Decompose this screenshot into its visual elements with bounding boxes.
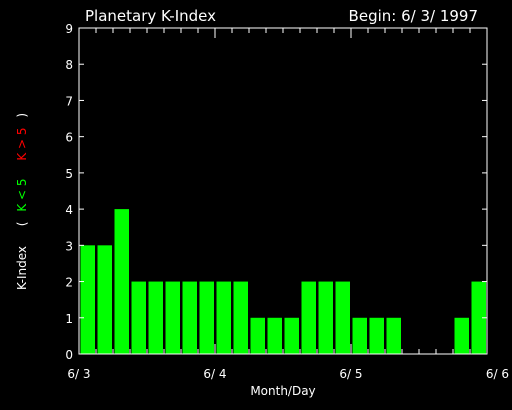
bars-group: [80, 209, 486, 354]
chart-title: Planetary K-Index: [85, 7, 216, 25]
bar-7: [199, 281, 214, 354]
bar-18: [386, 317, 401, 354]
bar-23: [471, 281, 486, 354]
bar-2: [114, 209, 129, 354]
bar-6: [182, 281, 197, 354]
bar-15: [335, 281, 350, 354]
axes-group: [78, 27, 488, 355]
bar-1: [97, 245, 112, 354]
y-tick-label-5: 5: [65, 167, 73, 181]
y-axis-label: K-Index ( K < 5 K > 5 ): [15, 113, 29, 290]
bar-12: [284, 317, 299, 354]
y-tick-label-9: 9: [65, 22, 73, 36]
y-tick-label-6: 6: [65, 131, 73, 145]
bar-17: [369, 317, 384, 354]
y-tick-label-3: 3: [65, 239, 73, 253]
bar-10: [250, 317, 265, 354]
y-tick-label-2: 2: [65, 276, 73, 290]
begin-date: Begin: 6/ 3/ 1997: [349, 7, 478, 25]
x-tick-label-3: 6/ 6: [486, 367, 509, 381]
y-axis-label-paren-open: (: [15, 222, 29, 227]
y-tick-label-7: 7: [65, 94, 73, 108]
y-axis-label-main: K-Index: [15, 246, 29, 290]
bar-8: [216, 281, 231, 354]
y-axis-label-low: K < 5: [15, 178, 29, 211]
y-tick-label-8: 8: [65, 58, 73, 72]
bar-22: [454, 317, 469, 354]
x-tick-label-0: 6/ 3: [67, 367, 90, 381]
x-axis-label: Month/Day: [250, 384, 315, 398]
y-tick-label-1: 1: [65, 312, 73, 326]
y-axis-label-high: K > 5: [15, 127, 29, 160]
y-axis-label-paren-close: ): [15, 113, 29, 118]
bar-16: [352, 317, 367, 354]
bar-11: [267, 317, 282, 354]
bar-0: [80, 245, 95, 354]
x-tick-label-1: 6/ 4: [203, 367, 226, 381]
bar-14: [318, 281, 333, 354]
x-tick-label-2: 6/ 5: [339, 367, 362, 381]
bar-4: [148, 281, 163, 354]
svg-text:K-Index ( K < 5: K-Index ( K < 5 K > 5 ): [15, 113, 29, 290]
tick-labels-group: 0 1 2 3 4 5 6 7 8 9 6/ 3 6/ 4 6/ 5 6/ 6: [65, 22, 509, 381]
bar-9: [233, 281, 248, 354]
bar-13: [301, 281, 316, 354]
y-tick-label-4: 4: [65, 203, 73, 217]
bar-5: [165, 281, 180, 354]
bar-3: [131, 281, 146, 354]
y-tick-label-0: 0: [65, 348, 73, 362]
